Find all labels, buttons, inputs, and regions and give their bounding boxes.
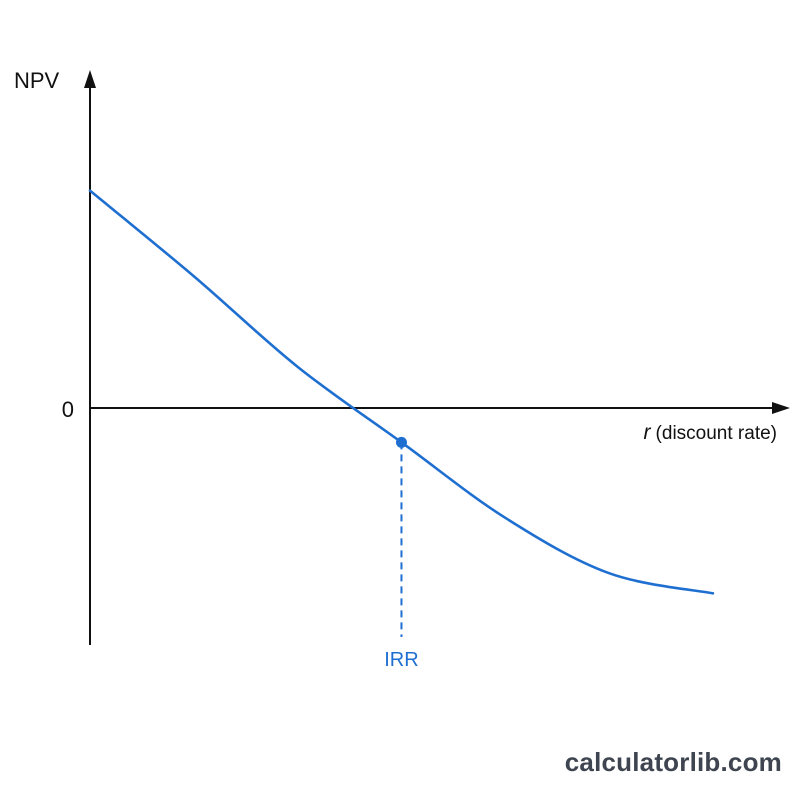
irr-point	[395, 436, 407, 448]
x-axis-arrow	[772, 402, 790, 414]
site-watermark: calculatorlib.com	[564, 747, 782, 777]
y-tick-label: 0	[62, 397, 74, 422]
chart-axes	[84, 70, 790, 645]
irr-label: IRR	[384, 649, 418, 671]
x-axis-label: r (discount rate)	[644, 421, 777, 444]
x-axis-variable: r	[644, 421, 652, 444]
y-axis-arrow	[84, 70, 96, 88]
y-axis-label: NPV	[14, 68, 60, 93]
x-axis-description: (discount rate)	[656, 423, 777, 444]
plot-area: IRR	[88, 189, 715, 671]
